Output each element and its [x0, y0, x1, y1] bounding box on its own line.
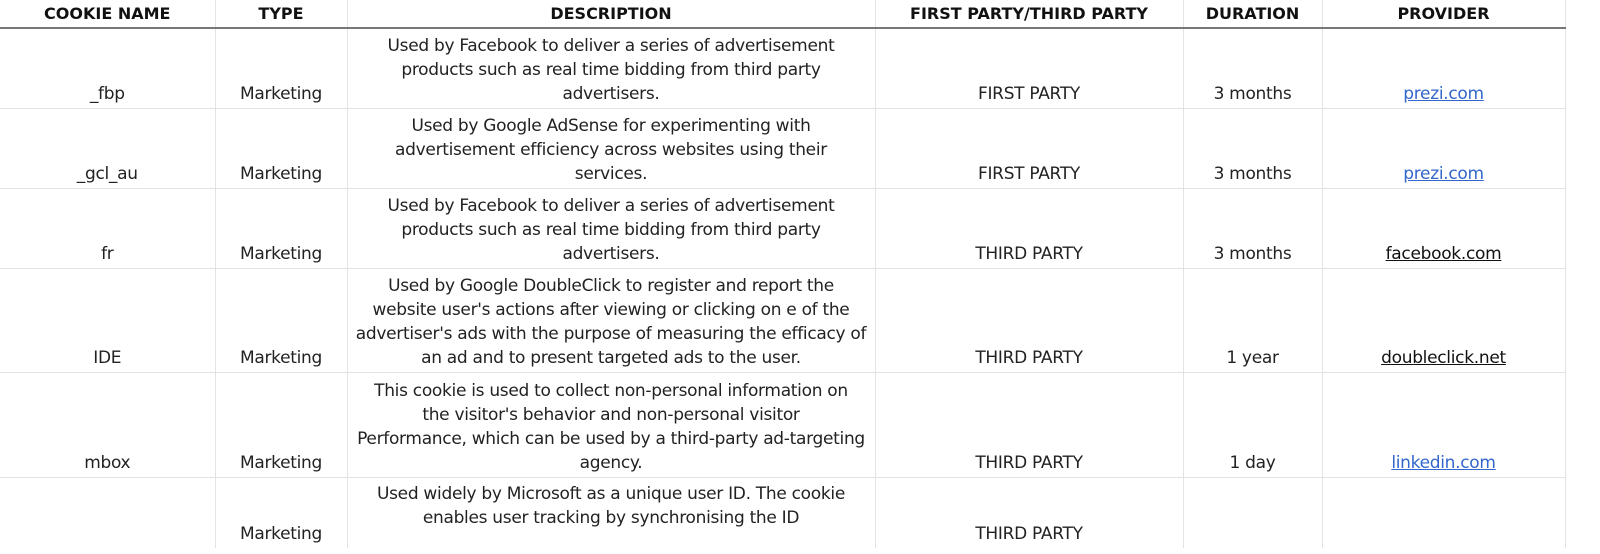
table-row: Marketing Used widely by Microsoft as a u…	[0, 477, 1566, 548]
description-cell: This cookie is used to collect non-perso…	[347, 372, 876, 478]
description-line: advertisers.	[562, 243, 660, 264]
duration-cell: 3 months	[1183, 28, 1323, 109]
description-line: Used widely by Microsoft as a unique use…	[376, 483, 846, 504]
table-row: _fbp Marketing Used by Facebook to deliver…	[0, 28, 1566, 109]
type-cell: Marketing	[215, 477, 348, 548]
provider-link[interactable]: prezi.com	[1403, 83, 1484, 104]
header-row: COOKIE NAME TYPE DESCRIPTION FIRST PARTY…	[0, 0, 1566, 29]
description-line: agency.	[579, 452, 643, 473]
header-description: DESCRIPTION	[347, 0, 876, 29]
header-type: TYPE	[215, 0, 348, 29]
type-cell: Marketing	[215, 372, 348, 478]
description-line: Performance, which can be used by a thir…	[357, 428, 865, 449]
description-cell: Used by Google DoubleClick to register a…	[347, 268, 876, 373]
provider-cell: prezi.com	[1322, 108, 1566, 189]
provider-link[interactable]: linkedin.com	[1391, 452, 1496, 473]
description-line: enables user tracking by synchronising t…	[422, 507, 800, 528]
description-line: services.	[574, 163, 648, 184]
description-line: products such as real time bidding from …	[401, 219, 821, 240]
provider-cell: prezi.com	[1322, 28, 1566, 109]
duration-cell: 3 months	[1183, 108, 1323, 189]
description-line: Used by Facebook to deliver a series of …	[387, 35, 835, 56]
type-cell: Marketing	[215, 188, 348, 269]
duration-cell	[1183, 477, 1323, 548]
description-cell: Used by Facebook to deliver a series of …	[347, 28, 876, 109]
table-row: _gcl_au Marketing Used by Google AdSense f…	[0, 108, 1566, 189]
duration-cell: 1 year	[1183, 268, 1323, 373]
provider-cell	[1322, 477, 1566, 548]
description-line: Used by Facebook to deliver a series of …	[387, 195, 835, 216]
description-line: the visitor's behavior and non-personal …	[422, 404, 800, 425]
cookie-name-cell: fr	[0, 188, 216, 269]
description-line: advertisement efficiency across websites…	[395, 139, 827, 160]
description-cell: Used by Facebook to deliver a series of …	[347, 188, 876, 269]
cookie-name-cell: mbox	[0, 372, 216, 478]
party-cell: THIRD PARTY	[875, 188, 1184, 269]
type-cell: Marketing	[215, 268, 348, 373]
description-line: Used by Google AdSense for experimenting…	[411, 115, 811, 136]
header-provider: PROVIDER	[1322, 0, 1566, 29]
description-line: an ad and to present targeted ads to the…	[421, 347, 801, 368]
type-cell: Marketing	[215, 28, 348, 109]
type-cell: Marketing	[215, 108, 348, 189]
cookie-name-cell: IDE	[0, 268, 216, 373]
header-cookie-name: COOKIE NAME	[0, 0, 216, 29]
table-row: IDE Marketing Used by Google DoubleClick t…	[0, 268, 1566, 373]
party-cell: THIRD PARTY	[875, 268, 1184, 373]
description-cell: Used widely by Microsoft as a unique use…	[347, 477, 876, 548]
description-line: advertisers.	[562, 83, 660, 104]
provider-link[interactable]: doubleclick.net	[1381, 347, 1506, 368]
header-duration: DURATION	[1183, 0, 1323, 29]
party-cell: THIRD PARTY	[875, 477, 1184, 548]
provider-link[interactable]: facebook.com	[1385, 243, 1502, 264]
description-line: products such as real time bidding from …	[401, 59, 821, 80]
description-cell: Used by Google AdSense for experimenting…	[347, 108, 876, 189]
party-cell: FIRST PARTY	[875, 28, 1184, 109]
description-line: website user's actions after viewing or …	[372, 299, 850, 320]
duration-cell: 1 day	[1183, 372, 1323, 478]
table-row: mbox Marketing This cookie is used to coll…	[0, 372, 1566, 478]
cookie-name-cell: _gcl_au	[0, 108, 216, 189]
provider-cell: doubleclick.net	[1322, 268, 1566, 373]
cookie-table: COOKIE NAME TYPE DESCRIPTION FIRST PARTY…	[0, 0, 1566, 548]
cookie-name-cell	[0, 477, 216, 548]
party-cell: FIRST PARTY	[875, 108, 1184, 189]
description-line: This cookie is used to collect non-perso…	[374, 380, 848, 401]
description-line: Used by Google DoubleClick to register a…	[388, 275, 834, 296]
provider-link[interactable]: prezi.com	[1403, 163, 1484, 184]
header-party: FIRST PARTY/THIRD PARTY	[875, 0, 1184, 29]
provider-cell: facebook.com	[1322, 188, 1566, 269]
table-row: fr Marketing Used by Facebook to deliver a…	[0, 188, 1566, 269]
description-line: advertiser's ads with the purpose of mea…	[355, 323, 867, 344]
duration-cell: 3 months	[1183, 188, 1323, 269]
provider-cell: linkedin.com	[1322, 372, 1566, 478]
party-cell: THIRD PARTY	[875, 372, 1184, 478]
cookie-name-cell: _fbp	[0, 28, 216, 109]
